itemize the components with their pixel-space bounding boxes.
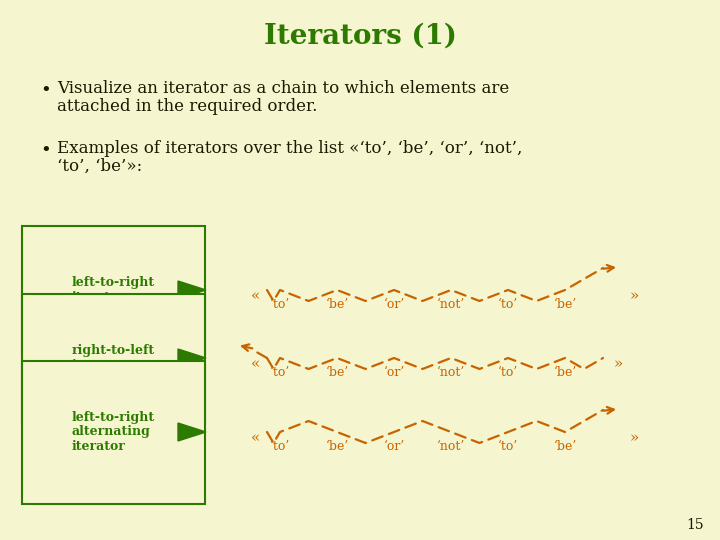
Text: »: »	[629, 289, 639, 303]
Text: Examples of iterators over the list «‘to’, ‘be’, ‘or’, ‘not’,: Examples of iterators over the list «‘to…	[57, 140, 523, 157]
Text: Visualize an iterator as a chain to which elements are: Visualize an iterator as a chain to whic…	[57, 80, 509, 97]
Text: 15: 15	[686, 518, 704, 532]
Text: ‘be’: ‘be’	[325, 366, 348, 379]
Text: right-to-left
iterator: right-to-left iterator	[72, 344, 155, 372]
Text: ‘to’: ‘to’	[270, 440, 290, 453]
Text: «: «	[251, 357, 260, 371]
Text: ‘be’: ‘be’	[325, 440, 348, 453]
Text: ‘to’: ‘to’	[270, 298, 290, 311]
Text: ‘or’: ‘or’	[383, 440, 405, 453]
Polygon shape	[178, 281, 206, 299]
Text: ‘be’: ‘be’	[325, 298, 348, 311]
Text: left-to-right
iterator: left-to-right iterator	[72, 276, 155, 304]
Text: ‘be’: ‘be’	[554, 366, 577, 379]
Text: •: •	[40, 82, 50, 100]
Text: ‘to’: ‘to’	[498, 298, 518, 311]
Text: attached in the required order.: attached in the required order.	[57, 98, 318, 115]
Text: left-to-right
alternating
iterator: left-to-right alternating iterator	[72, 410, 155, 454]
Text: ‘or’: ‘or’	[383, 298, 405, 311]
Polygon shape	[178, 423, 206, 441]
Text: ‘be’: ‘be’	[554, 298, 577, 311]
Text: ‘be’: ‘be’	[554, 440, 577, 453]
Text: ‘to’: ‘to’	[498, 366, 518, 379]
Text: Iterators (1): Iterators (1)	[264, 23, 456, 50]
Text: •: •	[40, 142, 50, 160]
Text: ‘to’: ‘to’	[498, 440, 518, 453]
Text: «: «	[251, 289, 260, 303]
Text: ‘not’: ‘not’	[437, 366, 465, 379]
Text: »: »	[613, 357, 623, 371]
Text: ‘not’: ‘not’	[437, 298, 465, 311]
Text: «: «	[251, 431, 260, 445]
Polygon shape	[178, 349, 206, 367]
Text: ‘to’: ‘to’	[270, 366, 290, 379]
Text: ‘not’: ‘not’	[437, 440, 465, 453]
Text: ‘to’, ‘be’»:: ‘to’, ‘be’»:	[57, 158, 143, 175]
Text: ‘or’: ‘or’	[383, 366, 405, 379]
Text: »: »	[629, 431, 639, 445]
